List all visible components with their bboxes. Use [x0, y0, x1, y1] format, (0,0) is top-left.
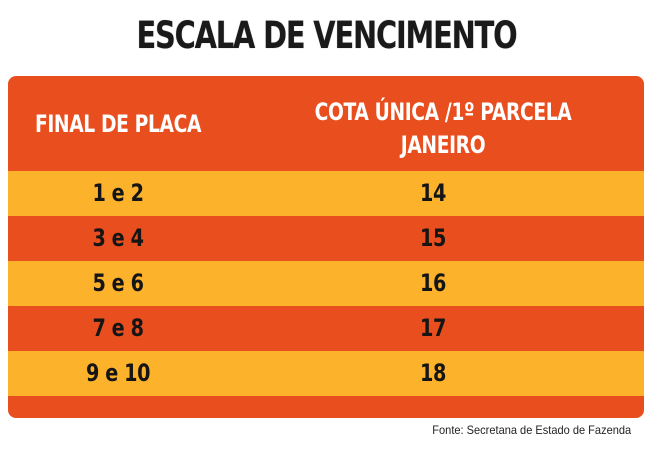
header-janeiro: JANEIRO: [400, 131, 486, 159]
header-cota-unica-line1: COTA ÚNICA /1º PARCELA: [314, 98, 572, 126]
table-row: 1 e 2 14: [8, 171, 644, 216]
header-final-de-placa: FINAL DE PLACA: [34, 110, 202, 138]
table-header: FINAL DE PLACA COTA ÚNICA /1º PARCELA JA…: [8, 76, 644, 171]
cell-final-de-placa: 3 e 4: [92, 224, 144, 252]
cell-final-de-placa: 5 e 6: [92, 269, 144, 297]
table-row: 3 e 4 15: [8, 216, 644, 261]
schedule-table: FINAL DE PLACA COTA ÚNICA /1º PARCELA JA…: [8, 76, 644, 418]
table-row: 5 e 6 16: [8, 261, 644, 306]
cell-dia: 18: [420, 359, 446, 387]
cell-dia: 16: [420, 269, 446, 297]
cell-final-de-placa: 9 e 10: [85, 359, 151, 387]
source-caption: Fonte: Secretana de Estado de Fazenda: [432, 423, 631, 437]
table-row: 9 e 10 18: [8, 351, 644, 396]
cell-final-de-placa: 7 e 8: [92, 314, 144, 342]
page-title: ESCALA DE VENCIMENTO: [136, 14, 517, 57]
header-cota-unica: COTA ÚNICA /1º PARCELA JANEIRO: [291, 96, 595, 162]
cell-dia: 14: [420, 179, 446, 207]
cell-dia: 17: [420, 314, 446, 342]
cell-final-de-placa: 1 e 2: [92, 179, 144, 207]
cell-dia: 15: [420, 224, 446, 252]
table-row: 7 e 8 17: [8, 306, 644, 351]
